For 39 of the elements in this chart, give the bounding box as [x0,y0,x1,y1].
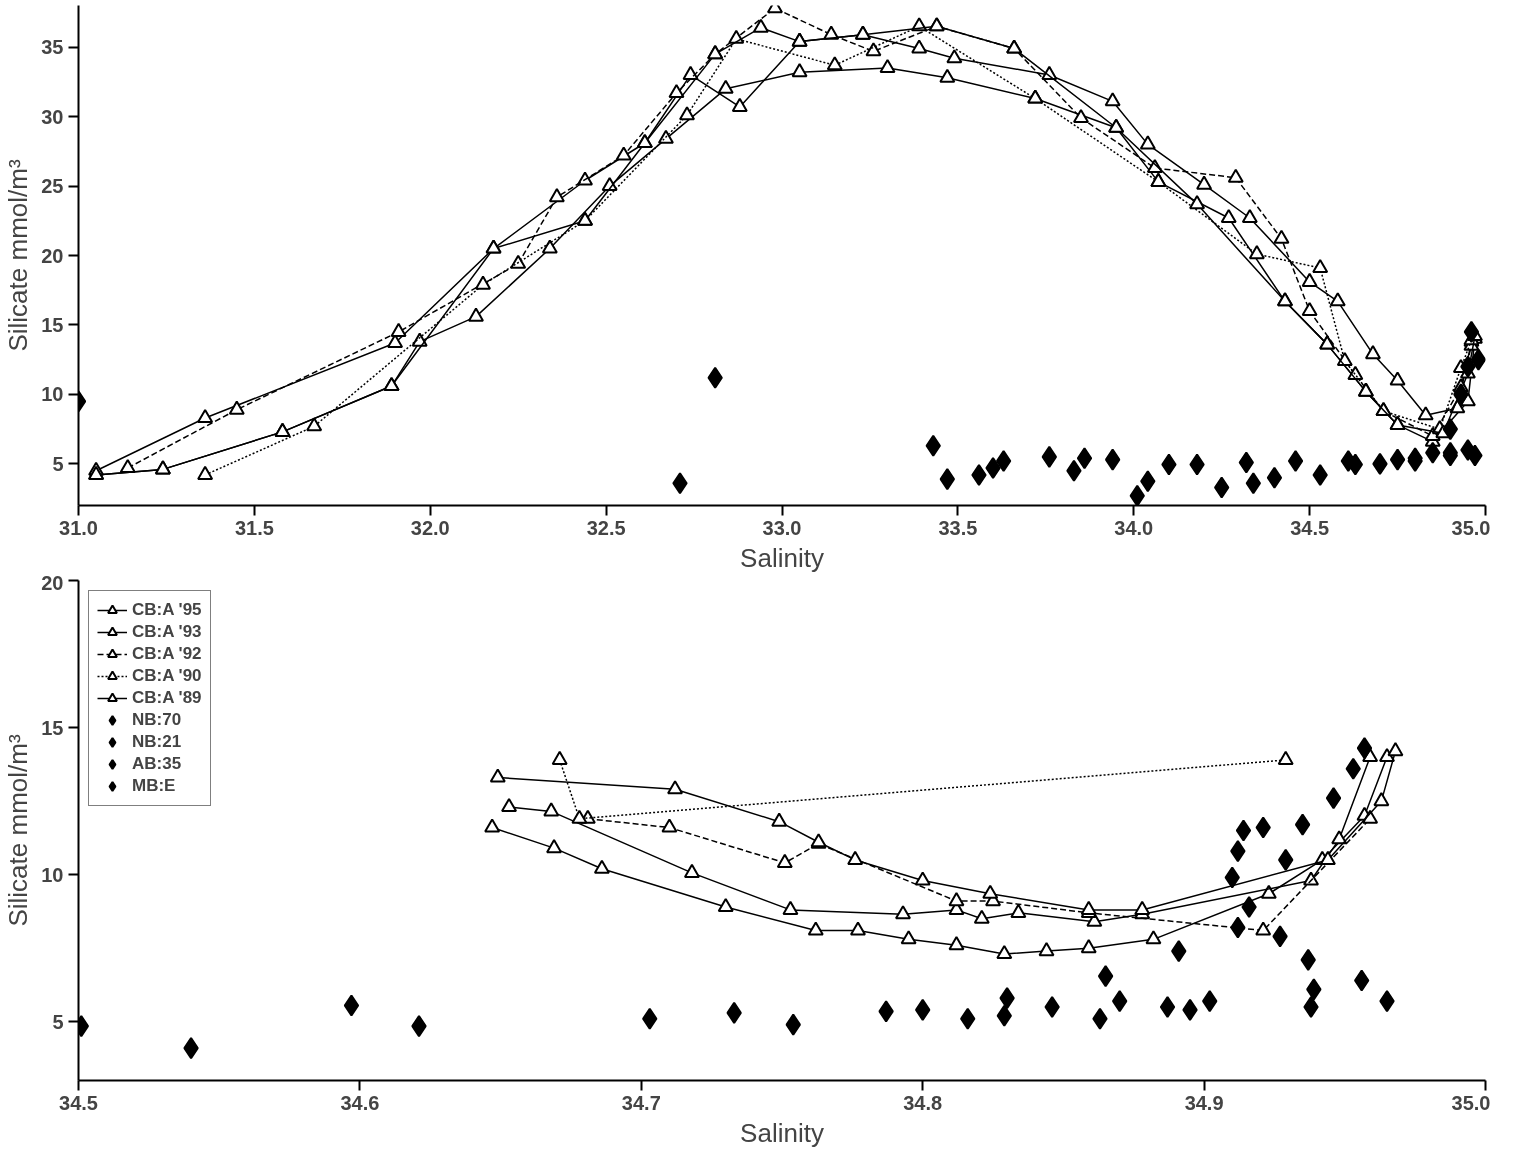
x-tick-label: 31.5 [234,516,274,539]
legend-label: CB:A '93 [132,622,202,642]
y-tick-label: 20 [41,244,64,267]
x-axis-title: Salinity [740,542,824,573]
x-tick-label: 34.6 [340,1091,380,1114]
y-tick-label: 15 [41,313,64,336]
legend-label: CB:A '89 [132,688,202,708]
legend-label: CB:A '92 [132,644,202,664]
x-tick-label: 35.0 [1451,516,1491,539]
x-axis-title: Salinity [740,1117,824,1148]
x-tick-label: 32.0 [410,516,450,539]
y-tick-label: 25 [41,175,64,198]
x-tick-label: 33.5 [938,516,978,539]
x-tick-label: 35.0 [1451,1091,1491,1114]
x-tick-label: 34.0 [1114,516,1154,539]
x-tick-label: 33.0 [762,516,802,539]
legend-label: MB:E [132,776,176,796]
y-tick-label: 15 [41,716,64,739]
x-tick-label: 32.5 [586,516,626,539]
y-tick-label: 10 [41,863,64,886]
legend-label: AB:35 [132,754,182,774]
x-tick-label: 34.9 [1184,1091,1224,1114]
x-tick-label: 34.8 [903,1091,943,1114]
y-tick-label: 35 [41,36,64,59]
x-tick-label: 34.7 [621,1091,661,1114]
y-tick-label: 20 [41,571,64,594]
x-tick-label: 34.5 [1290,516,1330,539]
y-tick-label: 10 [41,383,64,406]
y-axis-title: Silicate mmol/m³ [3,734,34,927]
y-tick-label: 30 [41,105,64,128]
y-axis-title: Silicate mmol/m³ [3,159,34,352]
y-tick-label: 5 [52,452,64,475]
legend-label: NB:21 [132,732,182,752]
legend-label: CB:A '90 [132,666,202,686]
legend-label: CB:A '95 [132,600,202,620]
y-tick-label: 5 [52,1010,64,1033]
legend-label: NB:70 [132,710,182,730]
x-tick-label: 31.0 [59,516,98,539]
x-tick-label: 34.5 [59,1091,98,1114]
